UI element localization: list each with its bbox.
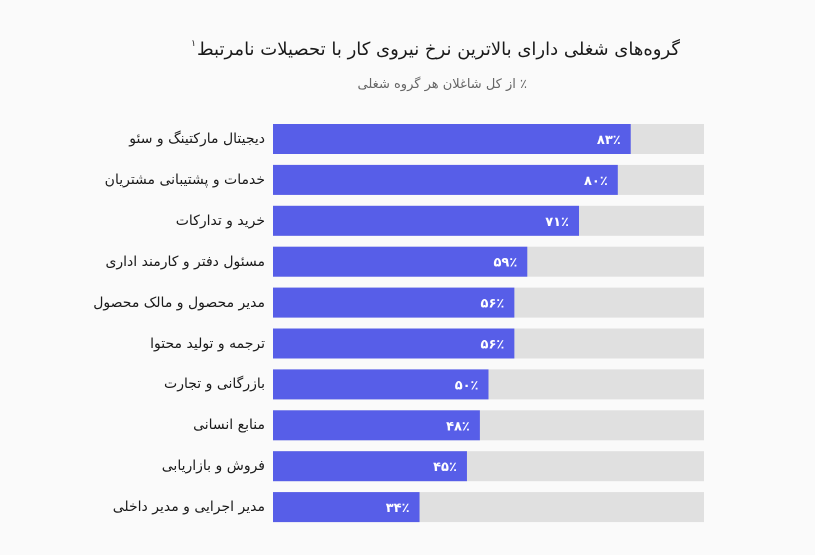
data-label: ۳۴٪: [386, 501, 410, 516]
category-label: خدمات و پشتیبانی مشتریان: [104, 171, 265, 188]
category-label: ترجمه و تولید محتوا: [150, 335, 265, 352]
data-label: ۴۵٪: [433, 460, 457, 475]
category-label: مسئول دفتر و کارمند اداری: [105, 253, 265, 270]
category-label: دیجیتال مارکتینگ و سئو: [129, 131, 265, 147]
data-label: ۸۰٪: [584, 174, 608, 189]
data-label: ۵۹٪: [493, 256, 517, 271]
bar: [273, 246, 528, 277]
category-label: فروش و بازاریابی: [161, 458, 265, 475]
bar: [273, 328, 515, 359]
category-label: مدیر محصول و مالک محصول: [93, 294, 265, 311]
bar: [273, 369, 489, 400]
title-footnote: ۱: [191, 39, 196, 49]
category-label: مدیر اجرایی و مدیر داخلی: [112, 499, 265, 516]
data-label: ۵۰٪: [455, 378, 479, 393]
chart-subtitle: ٪ از کل شاغلان هر گروه شغلی: [357, 77, 527, 92]
category-label: بازرگانی و تجارت: [164, 376, 265, 393]
data-label: ۴۸٪: [446, 419, 470, 434]
data-label: ۵۶٪: [481, 297, 505, 312]
bar: [273, 164, 618, 195]
data-label: ۸۳٪: [597, 133, 621, 148]
chart-title-text: گروه‌های شغلی دارای بالاترین نرخ نیروی ک…: [196, 39, 680, 60]
bar: [273, 287, 515, 318]
bar: [273, 124, 631, 154]
category-label: خرید و تدارکات: [175, 212, 265, 229]
bar: [273, 205, 580, 236]
bar: [273, 451, 467, 482]
data-label: ۷۱٪: [545, 215, 569, 230]
chart-title: گروه‌های شغلی دارای بالاترین نرخ نیروی ک…: [191, 38, 680, 62]
bar: [273, 492, 420, 523]
bar: [273, 410, 480, 441]
category-label: منابع انسانی: [193, 417, 265, 434]
data-label: ۵۶٪: [481, 338, 505, 353]
